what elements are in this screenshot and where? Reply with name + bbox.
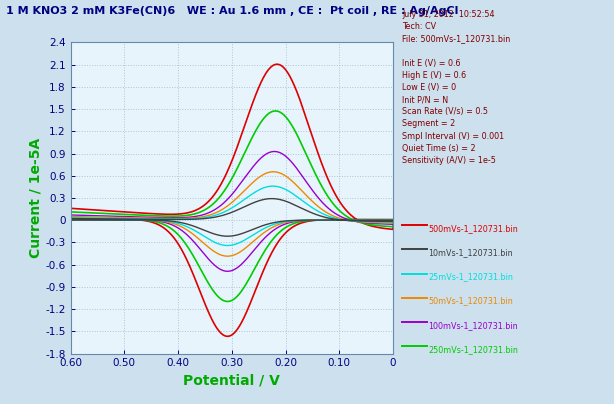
- Text: 500mVs-1_120731.bin: 500mVs-1_120731.bin: [429, 224, 518, 233]
- Text: 250mVs-1_120731.bin: 250mVs-1_120731.bin: [429, 345, 518, 354]
- Text: 100mVs-1_120731.bin: 100mVs-1_120731.bin: [429, 321, 518, 330]
- Text: 10mVs-1_120731.bin: 10mVs-1_120731.bin: [429, 248, 513, 257]
- Text: July 31, 2012  10:52:54
Tech: CV
File: 500mVs-1_120731.bin

Init E (V) = 0.6
Hig: July 31, 2012 10:52:54 Tech: CV File: 50…: [402, 10, 510, 165]
- Y-axis label: Current / 1e-5A: Current / 1e-5A: [29, 138, 42, 258]
- Text: 50mVs-1_120731.bin: 50mVs-1_120731.bin: [429, 297, 513, 305]
- Text: 1 M KNO3 2 mM K3Fe(CN)6   WE : Au 1.6 mm , CE :  Pt coil , RE : Ag/AgCl: 1 M KNO3 2 mM K3Fe(CN)6 WE : Au 1.6 mm ,…: [6, 6, 459, 16]
- X-axis label: Potential / V: Potential / V: [184, 374, 280, 388]
- Text: 25mVs-1_120731.bin: 25mVs-1_120731.bin: [429, 272, 513, 281]
